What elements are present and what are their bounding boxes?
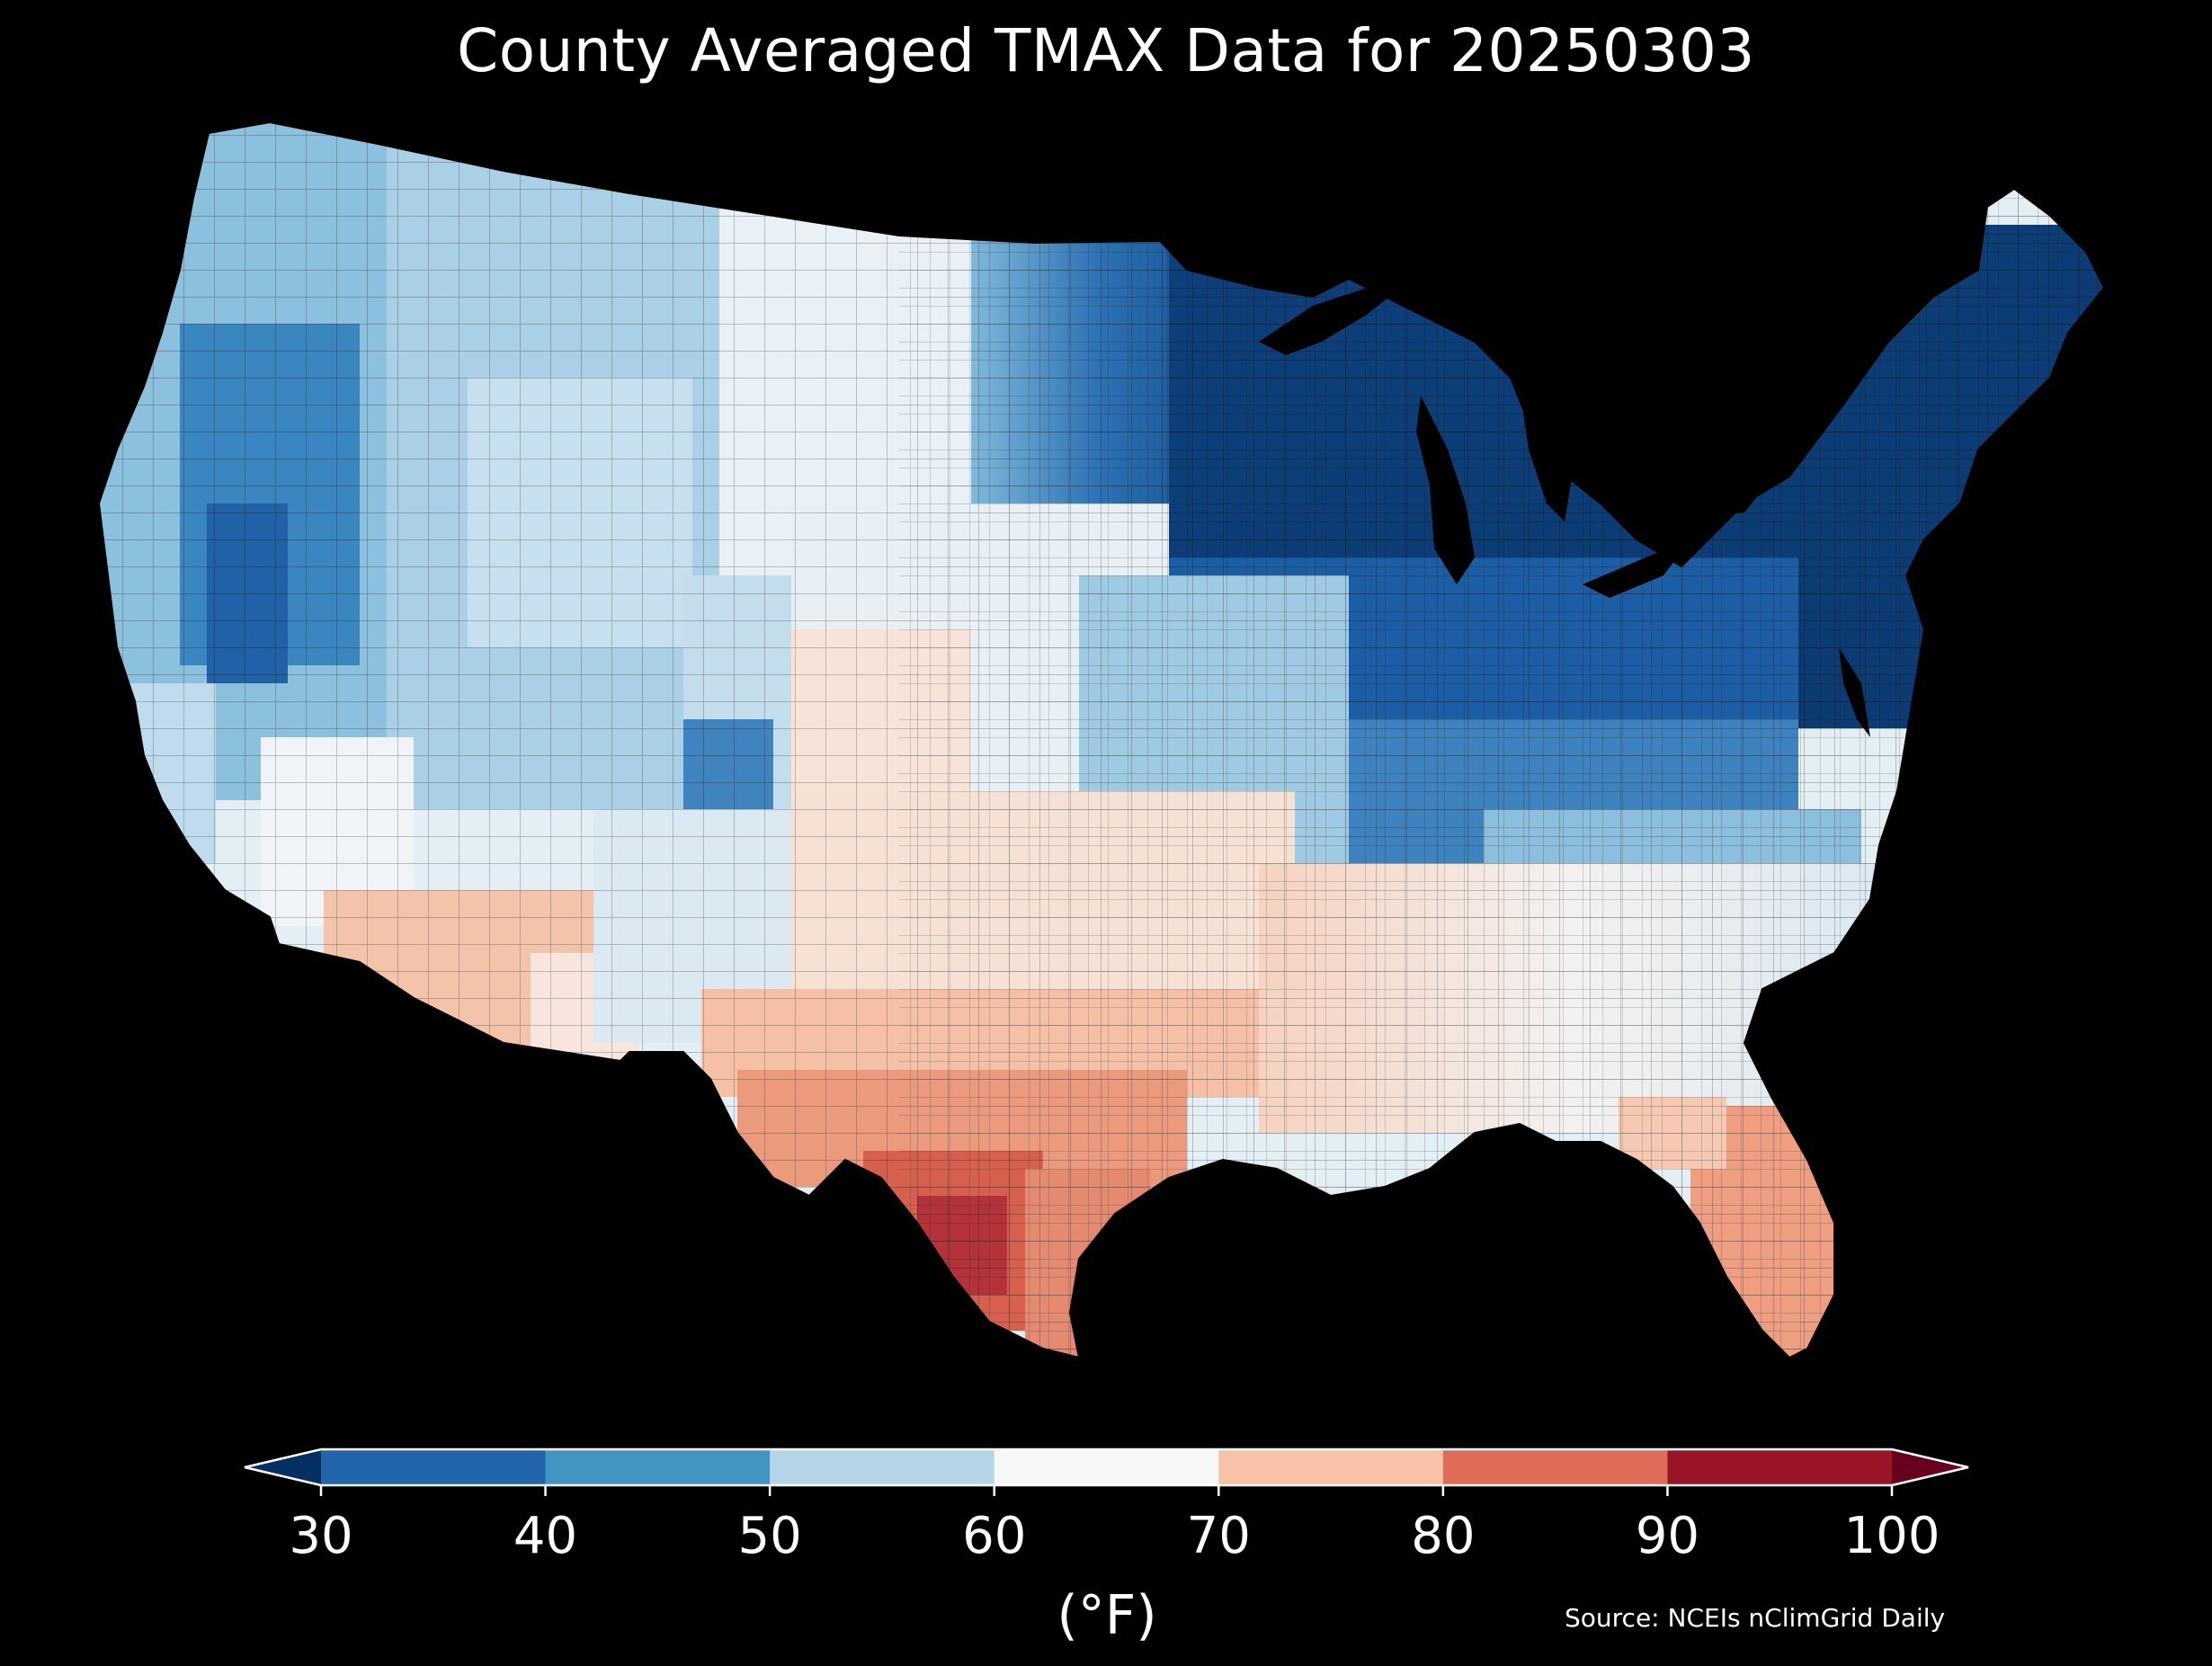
lake-ontario [1690,490,1762,517]
colorbar-segment-30-40 [321,1449,547,1485]
colorbar-segment-50-60 [770,1449,995,1485]
colorbar-segment-70-80 [1218,1449,1444,1485]
colorbar-segment-40-50 [545,1449,771,1485]
colorbar-tick-label: 50 [737,1507,802,1565]
colorbar-tick-label: 90 [1635,1507,1700,1565]
colorbar [244,1448,1969,1496]
colorbar-tick-label: 30 [289,1507,353,1565]
lake-erie [1583,539,1690,598]
colorbar-tick-label: 100 [1843,1507,1940,1565]
colorbar-units-label: (°F) [1057,1584,1157,1647]
colorbar-tick-label: 70 [1186,1507,1251,1565]
colorbar-segment-90-100 [1667,1449,1893,1485]
colorbar-tick-label: 80 [1411,1507,1476,1565]
county-boundaries-east [899,180,2104,1358]
colorbar-segment-80-90 [1442,1449,1668,1485]
colorbar-tick-label: 60 [962,1507,1027,1565]
lake-michigan [1416,396,1475,584]
colorbar-under-arrow [245,1449,321,1485]
chesapeake-bay [1839,647,1870,737]
map-title: County Averaged TMAX Data for 20250303 [457,16,1755,85]
colorbar-tick-label: 40 [513,1507,578,1565]
lake-superior [1259,279,1412,355]
colorbar-over-arrow [1892,1449,1968,1485]
colorbar-segment-60-70 [994,1449,1219,1485]
source-note: Source: NCEIs nClimGrid Daily [1565,1603,1946,1633]
